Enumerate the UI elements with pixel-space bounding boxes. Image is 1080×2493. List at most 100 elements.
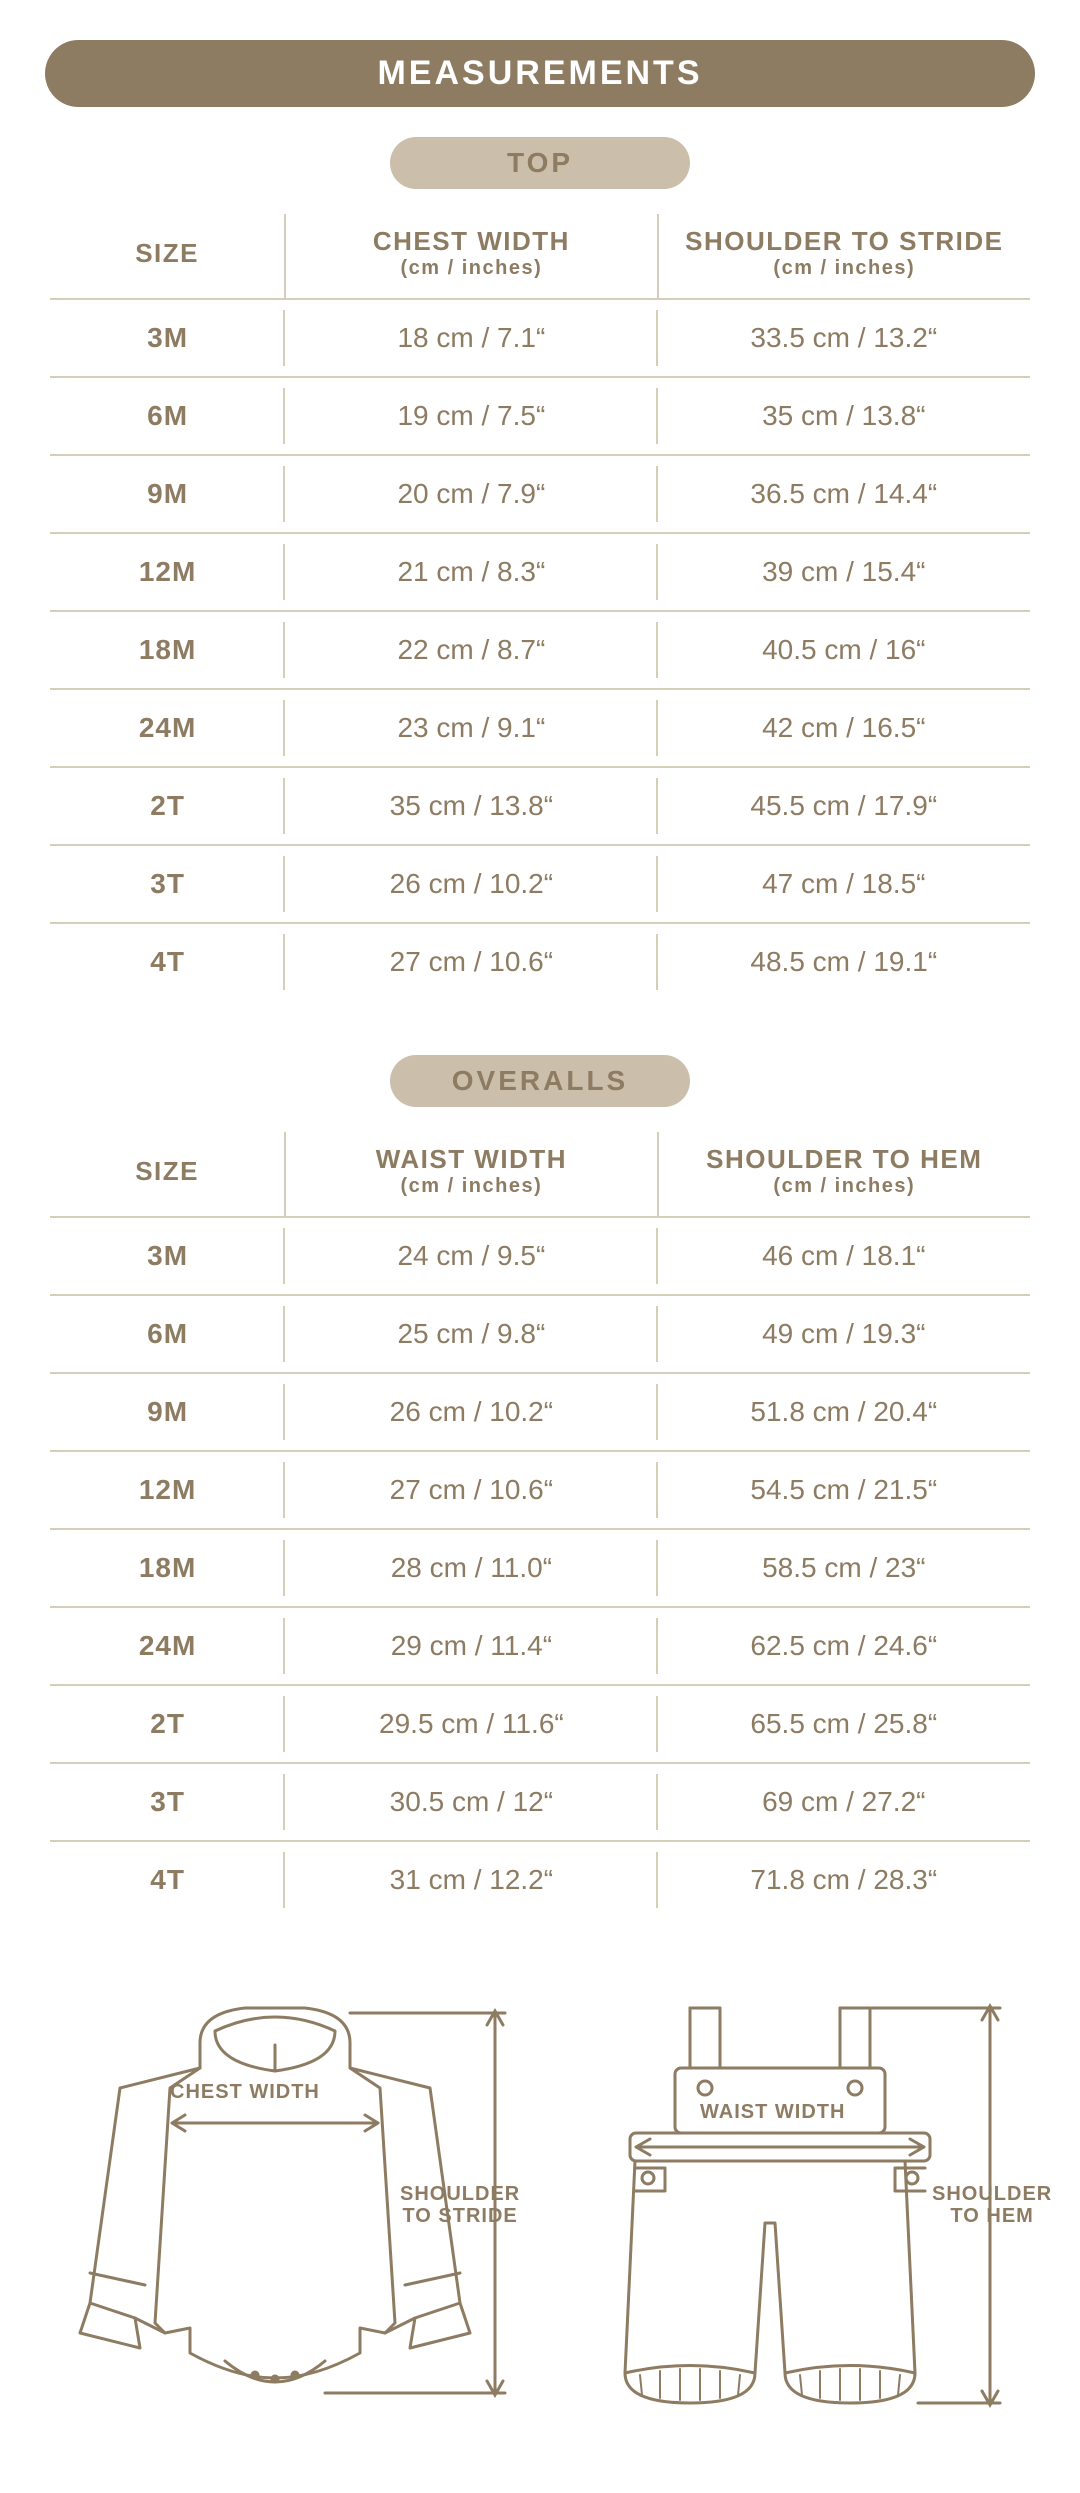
table-header-row: SIZE CHEST WIDTH (cm / inches) SHOULDER …: [50, 214, 1030, 299]
diagrams-row: CHEST WIDTH SHOULDER TO STRIDE: [50, 1973, 1030, 2443]
cell-measure-a: 29.5 cm / 11.6“: [285, 1685, 657, 1763]
cell-size: 3M: [50, 299, 285, 377]
cell-size: 4T: [50, 1841, 285, 1918]
cell-measure-a: 26 cm / 10.2“: [285, 845, 657, 923]
cell-size: 9M: [50, 455, 285, 533]
cell-measure-b: 39 cm / 15.4“: [658, 533, 1030, 611]
cell-measure-b: 65.5 cm / 25.8“: [658, 1685, 1030, 1763]
cell-measure-b: 33.5 cm / 13.2“: [658, 299, 1030, 377]
header-size: SIZE: [50, 1132, 285, 1217]
table-row: 3T26 cm / 10.2“47 cm / 18.5“: [50, 845, 1030, 923]
table-row: 3M24 cm / 9.5“46 cm / 18.1“: [50, 1217, 1030, 1295]
cell-measure-b: 48.5 cm / 19.1“: [658, 923, 1030, 1000]
diagram-overalls: WAIST WIDTH SHOULDER TO HEM: [560, 1973, 1040, 2443]
cell-measure-a: 25 cm / 9.8“: [285, 1295, 657, 1373]
header-shoulder-sub: (cm / inches): [667, 257, 1022, 280]
cell-measure-b: 42 cm / 16.5“: [658, 689, 1030, 767]
header-waist-sub: (cm / inches): [294, 1175, 648, 1198]
cell-measure-b: 40.5 cm / 16“: [658, 611, 1030, 689]
cell-measure-a: 23 cm / 9.1“: [285, 689, 657, 767]
main-title-pill: MEASUREMENTS: [45, 40, 1035, 107]
header-waist-width: WAIST WIDTH (cm / inches): [285, 1132, 657, 1217]
header-chest-sub: (cm / inches): [294, 257, 648, 280]
header-shoulder-hem-sub: (cm / inches): [667, 1175, 1022, 1198]
table-row: 24M23 cm / 9.1“42 cm / 16.5“: [50, 689, 1030, 767]
table-row: 2T35 cm / 13.8“45.5 cm / 17.9“: [50, 767, 1030, 845]
cell-measure-a: 18 cm / 7.1“: [285, 299, 657, 377]
table-row: 2T29.5 cm / 11.6“65.5 cm / 25.8“: [50, 1685, 1030, 1763]
header-size: SIZE: [50, 214, 285, 299]
cell-size: 3T: [50, 845, 285, 923]
cell-measure-b: 62.5 cm / 24.6“: [658, 1607, 1030, 1685]
cell-measure-b: 58.5 cm / 23“: [658, 1529, 1030, 1607]
section-title-overalls: OVERALLS: [390, 1055, 690, 1107]
cell-measure-a: 35 cm / 13.8“: [285, 767, 657, 845]
label-shoulder-to-stride: SHOULDER TO STRIDE: [400, 2183, 520, 2227]
cell-size: 24M: [50, 689, 285, 767]
cell-size: 12M: [50, 533, 285, 611]
table-row: 9M20 cm / 7.9“36.5 cm / 14.4“: [50, 455, 1030, 533]
cell-measure-a: 26 cm / 10.2“: [285, 1373, 657, 1451]
table-body-top: 3M18 cm / 7.1“33.5 cm / 13.2“6M19 cm / 7…: [50, 299, 1030, 1000]
cell-size: 24M: [50, 1607, 285, 1685]
table-header-row: SIZE WAIST WIDTH (cm / inches) SHOULDER …: [50, 1132, 1030, 1217]
table-row: 3M18 cm / 7.1“33.5 cm / 13.2“: [50, 299, 1030, 377]
cell-measure-a: 24 cm / 9.5“: [285, 1217, 657, 1295]
table-body-overalls: 3M24 cm / 9.5“46 cm / 18.1“6M25 cm / 9.8…: [50, 1217, 1030, 1918]
cell-measure-a: 27 cm / 10.6“: [285, 923, 657, 1000]
cell-measure-a: 21 cm / 8.3“: [285, 533, 657, 611]
section-title-top: TOP: [390, 137, 690, 189]
table-row: 9M26 cm / 10.2“51.8 cm / 20.4“: [50, 1373, 1030, 1451]
cell-measure-b: 45.5 cm / 17.9“: [658, 767, 1030, 845]
cell-measure-b: 51.8 cm / 20.4“: [658, 1373, 1030, 1451]
cell-size: 6M: [50, 1295, 285, 1373]
cell-measure-a: 19 cm / 7.5“: [285, 377, 657, 455]
header-shoulder-hem-main: SHOULDER TO HEM: [667, 1144, 1022, 1175]
header-size-text: SIZE: [58, 238, 276, 269]
label-shoulder-to-hem: SHOULDER TO HEM: [932, 2183, 1052, 2227]
cell-measure-a: 29 cm / 11.4“: [285, 1607, 657, 1685]
table-row: 12M21 cm / 8.3“39 cm / 15.4“: [50, 533, 1030, 611]
measurements-table-top: SIZE CHEST WIDTH (cm / inches) SHOULDER …: [50, 214, 1030, 1000]
cell-measure-b: 54.5 cm / 21.5“: [658, 1451, 1030, 1529]
cell-size: 9M: [50, 1373, 285, 1451]
label-chest-width: CHEST WIDTH: [170, 2081, 320, 2103]
header-shoulder-hem: SHOULDER TO HEM (cm / inches): [658, 1132, 1030, 1217]
cell-measure-a: 20 cm / 7.9“: [285, 455, 657, 533]
cell-size: 2T: [50, 1685, 285, 1763]
table-row: 6M25 cm / 9.8“49 cm / 19.3“: [50, 1295, 1030, 1373]
header-shoulder-stride: SHOULDER TO STRIDE (cm / inches): [658, 214, 1030, 299]
table-row: 12M27 cm / 10.6“54.5 cm / 21.5“: [50, 1451, 1030, 1529]
table-row: 18M28 cm / 11.0“58.5 cm / 23“: [50, 1529, 1030, 1607]
cell-size: 18M: [50, 1529, 285, 1607]
cell-measure-b: 46 cm / 18.1“: [658, 1217, 1030, 1295]
diagram-top: CHEST WIDTH SHOULDER TO STRIDE: [50, 1973, 530, 2443]
cell-size: 18M: [50, 611, 285, 689]
cell-size: 12M: [50, 1451, 285, 1529]
size-chart-page: MEASUREMENTS TOP SIZE CHEST WIDTH (cm / …: [0, 0, 1080, 2493]
cell-measure-b: 35 cm / 13.8“: [658, 377, 1030, 455]
cell-measure-a: 28 cm / 11.0“: [285, 1529, 657, 1607]
measurements-table-overalls: SIZE WAIST WIDTH (cm / inches) SHOULDER …: [50, 1132, 1030, 1918]
cell-measure-a: 30.5 cm / 12“: [285, 1763, 657, 1841]
cell-measure-a: 22 cm / 8.7“: [285, 611, 657, 689]
cell-measure-b: 36.5 cm / 14.4“: [658, 455, 1030, 533]
header-shoulder-main: SHOULDER TO STRIDE: [667, 226, 1022, 257]
table-row: 18M22 cm / 8.7“40.5 cm / 16“: [50, 611, 1030, 689]
header-chest-main: CHEST WIDTH: [294, 226, 648, 257]
header-size-text: SIZE: [58, 1156, 276, 1187]
table-row: 4T27 cm / 10.6“48.5 cm / 19.1“: [50, 923, 1030, 1000]
cell-measure-b: 71.8 cm / 28.3“: [658, 1841, 1030, 1918]
cell-measure-b: 69 cm / 27.2“: [658, 1763, 1030, 1841]
cell-measure-b: 47 cm / 18.5“: [658, 845, 1030, 923]
cell-size: 3M: [50, 1217, 285, 1295]
table-row: 24M29 cm / 11.4“62.5 cm / 24.6“: [50, 1607, 1030, 1685]
table-row: 4T31 cm / 12.2“71.8 cm / 28.3“: [50, 1841, 1030, 1918]
header-waist-main: WAIST WIDTH: [294, 1144, 648, 1175]
header-chest-width: CHEST WIDTH (cm / inches): [285, 214, 657, 299]
cell-size: 6M: [50, 377, 285, 455]
cell-size: 2T: [50, 767, 285, 845]
cell-size: 4T: [50, 923, 285, 1000]
table-row: 6M19 cm / 7.5“35 cm / 13.8“: [50, 377, 1030, 455]
cell-measure-b: 49 cm / 19.3“: [658, 1295, 1030, 1373]
